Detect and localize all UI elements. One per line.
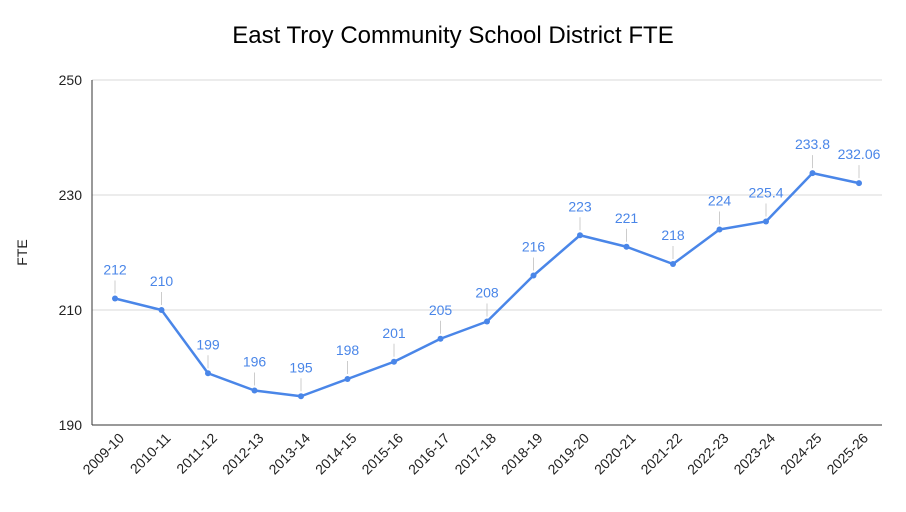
x-tick-label: 2019-20 [544,430,592,478]
data-label: 199 [196,336,220,352]
data-label: 196 [243,354,267,370]
y-tick-label: 250 [59,72,83,88]
x-tick-label: 2016-17 [405,430,453,478]
data-point [251,387,258,394]
x-tick-label: 2015-16 [358,430,406,478]
data-point [437,335,444,342]
data-label: 225.4 [748,184,783,200]
data-point [763,218,769,225]
x-tick-label: 2024-25 [777,430,825,478]
data-point [856,180,862,187]
data-label: 208 [475,285,499,301]
x-tick-label: 2022-23 [684,430,732,478]
data-label: 223 [568,198,592,214]
data-label: 221 [615,210,639,226]
x-tick-label: 2010-11 [127,430,174,477]
data-label: 216 [522,239,546,255]
data-point [205,370,211,377]
data-label: 233.8 [795,136,830,152]
x-tick-label: 2011-12 [173,430,220,477]
x-tick-label: 2025-26 [823,430,871,478]
data-label: 195 [289,359,313,375]
data-label: 224 [708,193,732,209]
y-axis-title: FTE [14,239,30,265]
data-point [298,393,304,400]
data-point [670,261,676,267]
data-label: 201 [382,325,406,341]
y-tick-label: 210 [59,302,83,318]
y-tick-label: 190 [59,417,83,433]
data-label: 218 [661,227,685,243]
data-point [809,170,816,177]
x-tick-label: 2013-14 [265,430,313,478]
data-point [112,295,118,302]
data-label: 212 [103,262,127,278]
data-label: 205 [429,302,453,318]
y-tick-label: 230 [59,187,83,203]
x-tick-label: 2012-13 [219,430,267,478]
chart-title: East Troy Community School District FTE [232,22,674,49]
x-tick-label: 2014-15 [312,430,360,478]
data-point [158,307,165,313]
x-tick-label: 2021-22 [637,430,685,478]
data-point [577,232,583,239]
x-tick-label: 2017-18 [451,430,499,478]
data-label: 232.06 [838,146,881,162]
data-point [623,243,630,250]
data-point [484,318,490,325]
x-tick-label: 2023-24 [730,430,778,478]
x-tick-label: 2009-10 [79,430,127,478]
data-point [530,272,537,279]
x-tick-label: 2020-21 [591,430,639,478]
data-label: 210 [150,273,174,289]
data-point [344,376,351,382]
x-tick-label: 2018-19 [498,430,546,478]
data-label: 198 [336,342,360,358]
data-point [391,358,397,365]
data-point [716,226,723,233]
